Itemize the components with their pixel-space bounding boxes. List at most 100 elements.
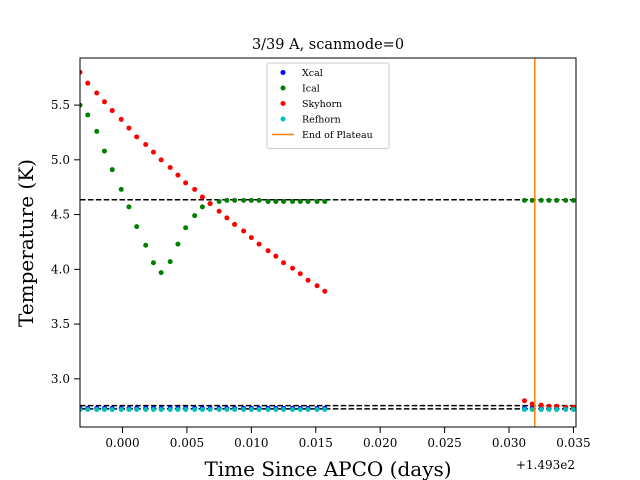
point-ical	[109, 167, 115, 173]
point-refhorn	[521, 406, 527, 412]
point-skyhorn	[109, 108, 115, 114]
point-ical	[538, 197, 544, 203]
point-refhorn	[281, 406, 287, 412]
point-skyhorn	[150, 149, 156, 155]
point-refhorn	[134, 406, 140, 412]
x-tick-label: 0.015	[299, 436, 333, 450]
point-refhorn	[118, 406, 124, 412]
chart-title: 3/39 A, scanmode=0	[252, 37, 404, 53]
legend-label-ical: Ical	[302, 84, 320, 95]
point-refhorn	[554, 406, 560, 412]
point-ical	[265, 198, 271, 204]
legend-label-end-of-plateau: End of Plateau	[302, 130, 373, 141]
point-ical	[101, 148, 107, 154]
point-ical	[290, 198, 296, 204]
x-tick-label: 0.030	[492, 436, 526, 450]
point-ical	[94, 128, 100, 134]
point-refhorn	[563, 406, 569, 412]
legend: Xcal Ical Skyhorn Refhorn End of Plateau	[266, 62, 390, 149]
point-ical	[158, 270, 164, 276]
point-skyhorn	[134, 134, 140, 140]
point-skyhorn	[199, 194, 205, 200]
point-ical	[224, 197, 230, 203]
legend-label-refhorn: Refhorn	[302, 115, 341, 126]
x-tick-label: 0.025	[427, 436, 461, 450]
point-refhorn	[167, 406, 173, 412]
point-refhorn	[199, 406, 205, 412]
y-tick-label: 5.5	[51, 98, 70, 112]
point-skyhorn	[216, 208, 222, 214]
point-refhorn	[143, 406, 149, 412]
point-skyhorn	[281, 260, 287, 266]
y-tick-label: 3.0	[51, 372, 70, 386]
point-skyhorn	[538, 402, 544, 408]
point-skyhorn	[322, 288, 328, 294]
point-skyhorn	[256, 241, 262, 247]
point-refhorn	[297, 406, 303, 412]
point-skyhorn	[232, 221, 238, 227]
legend-label-skyhorn: Skyhorn	[302, 99, 342, 110]
point-skyhorn	[273, 253, 279, 259]
x-tick-label: 0.020	[363, 436, 397, 450]
point-refhorn	[94, 406, 100, 412]
point-ical	[241, 197, 247, 203]
point-ical	[216, 198, 222, 204]
point-refhorn	[126, 406, 132, 412]
y-tick-label: 4.5	[51, 208, 70, 222]
point-skyhorn	[314, 283, 320, 289]
point-skyhorn	[126, 125, 132, 131]
axes-frame	[79, 57, 577, 428]
legend-label-xcal: Xcal	[302, 68, 323, 79]
point-ical	[199, 204, 205, 210]
point-skyhorn	[297, 271, 303, 277]
point-ical	[80, 102, 83, 108]
y-tick-label: 3.5	[51, 317, 70, 331]
point-ical	[85, 112, 91, 118]
point-ical	[314, 198, 320, 204]
point-skyhorn	[94, 90, 100, 96]
point-skyhorn	[521, 398, 527, 404]
x-axis: 0.000 0.005 0.010 0.015 0.020 0.025 0.030 0.035	[105, 427, 591, 450]
point-skyhorn	[118, 116, 124, 122]
legend-box	[266, 62, 390, 149]
point-skyhorn	[241, 228, 247, 234]
x-tick-label: 0.000	[105, 436, 139, 450]
point-refhorn	[322, 406, 328, 412]
point-skyhorn	[101, 99, 107, 105]
point-ical	[521, 197, 527, 203]
point-skyhorn	[248, 235, 254, 241]
legend-swatch-ical	[280, 85, 286, 91]
point-refhorn	[290, 406, 296, 412]
plot-area	[80, 58, 576, 427]
y-axis-label: Temperature (K)	[14, 159, 38, 327]
point-skyhorn	[85, 80, 91, 86]
point-refhorn	[256, 406, 262, 412]
point-ical	[248, 197, 254, 203]
point-ical	[305, 198, 311, 204]
point-refhorn	[183, 406, 189, 412]
point-refhorn	[538, 406, 544, 412]
y-axis: 3.0 3.5 4.0 4.5 5.0 5.5	[51, 98, 80, 386]
point-skyhorn	[224, 215, 230, 221]
point-skyhorn	[143, 142, 149, 148]
legend-swatch-skyhorn	[280, 101, 286, 106]
point-skyhorn	[207, 201, 213, 207]
point-ical	[192, 213, 198, 219]
point-refhorn	[207, 406, 213, 412]
series-skyhorn	[80, 69, 576, 410]
y-tick-label: 5.0	[51, 153, 70, 167]
point-refhorn	[546, 406, 552, 412]
point-ical	[570, 197, 576, 203]
point-refhorn	[529, 406, 535, 412]
x-tick-label: 0.010	[234, 436, 268, 450]
point-refhorn	[109, 406, 115, 412]
y-tick-label: 4.0	[51, 262, 70, 276]
point-refhorn	[305, 406, 311, 412]
point-refhorn	[273, 406, 279, 412]
point-refhorn	[158, 406, 164, 412]
x-offset-label: +1.493e2	[516, 458, 575, 472]
point-ical	[563, 197, 569, 203]
point-ical	[529, 197, 535, 203]
point-ical	[232, 197, 238, 203]
point-skyhorn	[192, 186, 198, 192]
